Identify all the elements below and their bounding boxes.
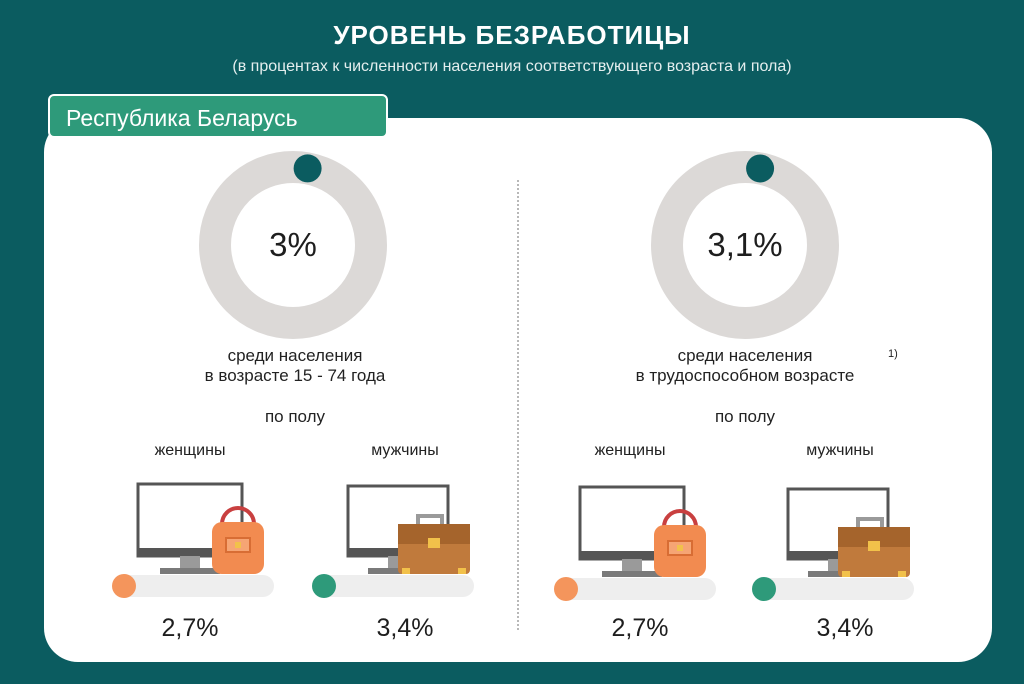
donut-marker [746, 154, 775, 183]
women-label: женщины [594, 442, 666, 459]
women-value: 2,7% [161, 614, 219, 642]
women-computer-bag-icon [112, 482, 274, 598]
by-sex-label: по полу [714, 407, 776, 426]
men-computer-briefcase-icon [752, 487, 914, 601]
by-sex-label: по полу [264, 407, 326, 426]
footnote-marker: 1) [888, 348, 898, 360]
panel-caption: среди населения в возрасте 15 - 74 года [150, 346, 440, 386]
donut-value: 3,1% [707, 226, 783, 263]
women-computer-bag-icon [554, 485, 716, 601]
donut-track [199, 151, 387, 339]
region-tab: Республика Беларусь [48, 94, 388, 138]
men-label: мужчины [806, 442, 874, 459]
donut-track [651, 151, 839, 339]
page-title: УРОВЕНЬ БЕЗРАБОТИЦЫ [333, 20, 691, 50]
donut-value: 3% [269, 226, 317, 263]
men-value: 3,4% [376, 614, 434, 642]
men-computer-briefcase-icon [312, 484, 474, 598]
panel-divider [517, 180, 519, 630]
panel-caption: среди населения в трудоспособном возраст… [595, 346, 895, 386]
men-value: 3,4% [816, 614, 874, 642]
donut-chart: 3,1% [650, 150, 840, 340]
caption-line-2: в трудоспособном возрасте [635, 366, 855, 385]
women-value: 2,7% [611, 614, 669, 642]
donut-chart: 3% [198, 150, 388, 340]
caption-line-2: в возрасте 15 - 74 года [204, 366, 386, 385]
page-subtitle: (в процентах к численности населения соо… [232, 58, 792, 75]
caption-line-1: среди населения [227, 346, 363, 365]
donut-marker [293, 154, 322, 183]
caption-line-1: среди населения [677, 346, 813, 365]
men-label: мужчины [371, 442, 439, 459]
women-label: женщины [154, 442, 226, 459]
